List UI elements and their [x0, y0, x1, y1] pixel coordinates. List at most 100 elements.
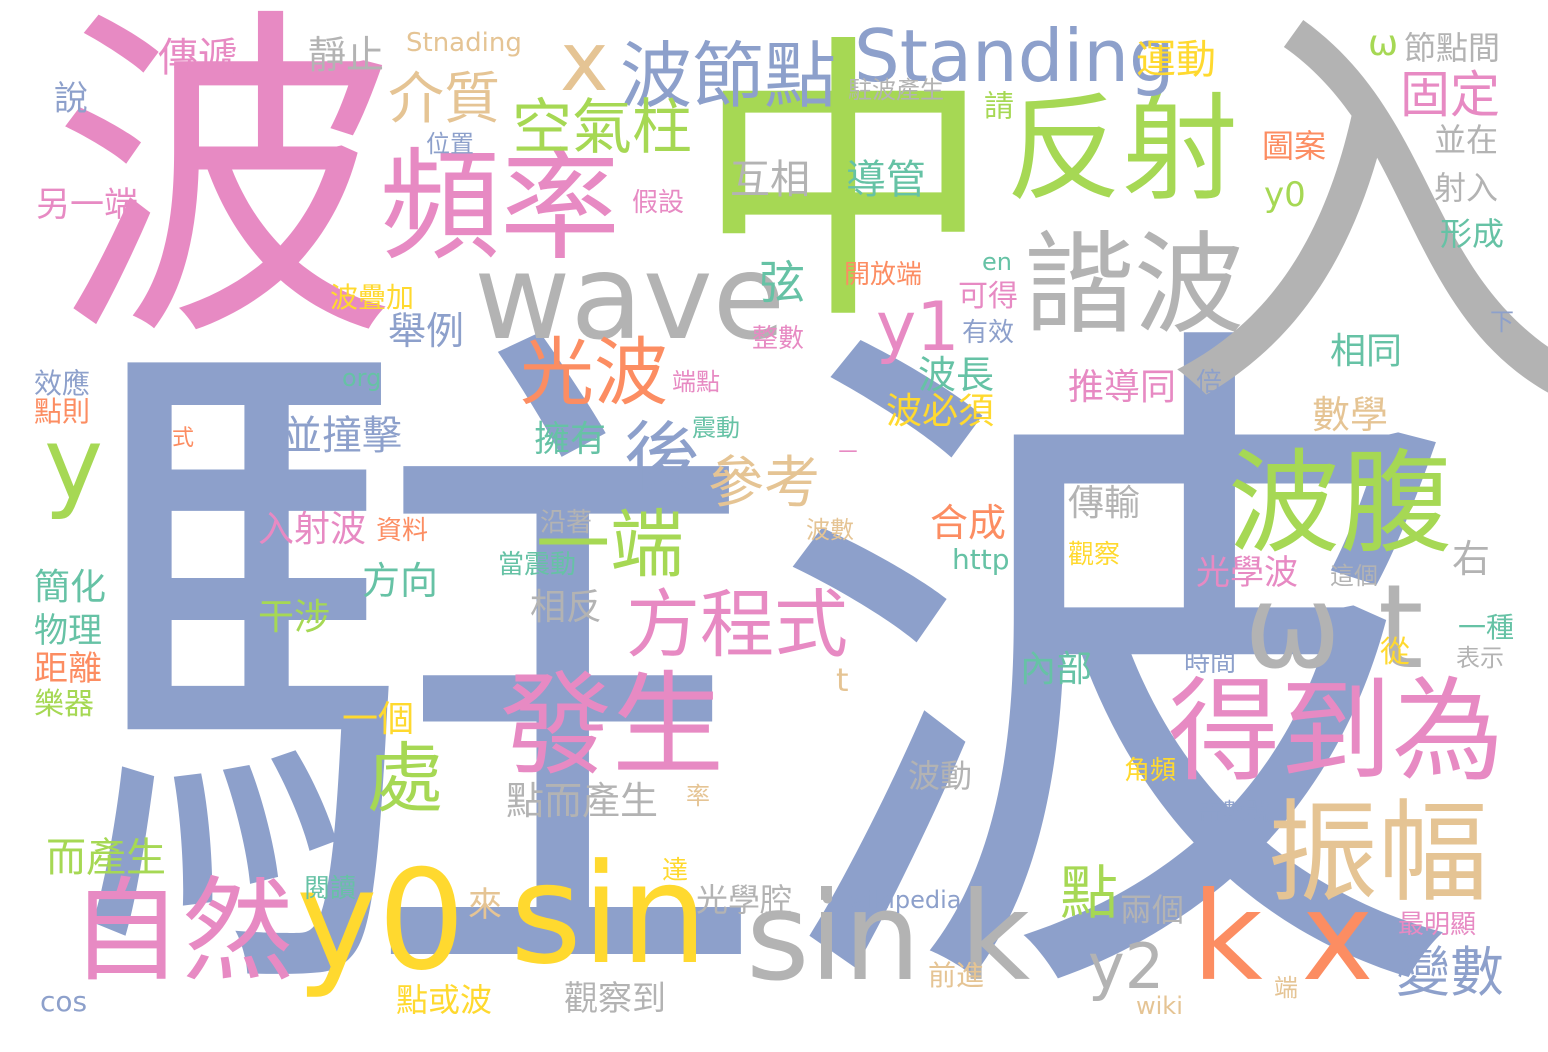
word-jiezhi: 介質	[388, 67, 500, 132]
word-zhenfu: 振幅	[1268, 789, 1488, 917]
word-guangxueqiang: 光學腔	[696, 881, 793, 919]
word-jiedianjian: 節點間	[1404, 29, 1501, 67]
word-wave: wave	[474, 228, 786, 366]
word-liangge: 兩個	[1120, 891, 1185, 929]
word-lingyiduan: 另一端	[36, 185, 138, 225]
word-bochang: 波長	[918, 353, 995, 397]
word-x: x	[560, 15, 609, 110]
word-bo: 波	[52, 0, 397, 383]
word-lv: 率	[686, 782, 710, 810]
word-sin-k: sin k	[746, 866, 1031, 1008]
word-lai: 來	[468, 885, 502, 925]
word-dangzhendong: 當震動	[498, 550, 577, 580]
word-en: en	[982, 248, 1012, 276]
word-yueqi: 樂器	[34, 687, 94, 722]
word-jishuhao: 奇數號	[1198, 798, 1270, 826]
word-jianhua: 簡化	[34, 567, 107, 608]
word-zhengshu: 整數	[752, 324, 805, 354]
word-omega: ω	[1368, 23, 1399, 64]
word-guding: 固定	[1400, 66, 1500, 124]
word-zhubochansheng: 駐波產生	[848, 76, 944, 104]
word-fasheng: 發生	[500, 661, 724, 791]
word-bobixu: 波必須	[886, 391, 995, 432]
word-wuli: 物理	[34, 611, 102, 651]
word-sin-yellow: sin	[510, 834, 708, 995]
word-bingzai: 並在	[1434, 121, 1499, 159]
word-neibu: 內部	[1020, 649, 1093, 690]
word-daoguan: 導管	[846, 157, 926, 203]
word-t-small: t	[836, 661, 849, 699]
word-jiaopin: 角頻	[1124, 756, 1177, 786]
word-shi: 式	[172, 426, 195, 451]
word-bingzhuangji: 並撞擊	[282, 413, 402, 459]
word-wiki: wiki	[1136, 992, 1183, 1020]
word-pinlv: 頻率	[380, 138, 620, 277]
word-fangxiang: 方向	[362, 559, 439, 603]
word-y1: y1	[876, 288, 960, 367]
word-tuidaotong: 推導同	[1068, 367, 1177, 408]
word-bofu: 波腹	[1228, 439, 1452, 569]
word-chuanshu: 傳輸	[1068, 483, 1141, 524]
word-dedaowei: 得到為	[1168, 667, 1504, 797]
word-boshu: 波數	[806, 516, 854, 544]
word-http: http	[952, 543, 1010, 576]
word-y0-small: y0	[1264, 175, 1306, 215]
word-duandian: 端點	[672, 368, 720, 396]
word-zuimingxian: 最明顯	[1398, 910, 1477, 940]
word-guangbo: 光波	[520, 330, 668, 416]
word-yongyou: 擁有	[534, 419, 607, 460]
word-chuandi: 傳遞	[158, 35, 238, 81]
word-you: 右	[1452, 537, 1491, 581]
word-org: org	[342, 364, 382, 392]
word-chu: 處	[354, 738, 443, 814]
word-xia: 下	[1490, 308, 1514, 336]
word-yuedu: 閱讀	[304, 874, 357, 904]
word-erchansheng: 而產生	[46, 835, 166, 881]
word-fanshe: 反射	[1006, 82, 1238, 217]
word-ziran: 自然	[70, 867, 294, 997]
word-yundong: 運動	[1136, 37, 1216, 83]
word-weizhi: 位置	[426, 130, 474, 158]
word-youxiao: 有效	[962, 318, 1015, 348]
word-xiebo: 諧波	[1024, 221, 1244, 349]
word-da: 達	[662, 856, 689, 886]
word-xiangfan: 相反	[530, 587, 603, 628]
word-shuxue: 數學	[1312, 393, 1389, 437]
word-tuan: 圖案	[1262, 127, 1327, 165]
word-yizhong: 一種	[1458, 611, 1515, 644]
word-dianze: 點則	[34, 395, 91, 428]
word-cankao: 參考	[708, 451, 820, 516]
word-duan: 端	[1274, 974, 1298, 1002]
word-dianerchansheng: 點而產生	[506, 779, 659, 823]
word-zhendong: 震動	[692, 414, 740, 442]
word-guangxuebo: 光學波	[1196, 553, 1298, 593]
word-juli: 舉例	[388, 309, 465, 353]
word-guanchadao: 觀察到	[564, 979, 666, 1019]
word-bei: 倍	[1196, 368, 1223, 398]
word-jingzhi: 靜止	[308, 33, 385, 77]
word-huxiang: 互相	[730, 157, 810, 203]
word-shuo: 說	[54, 79, 88, 119]
word-jiashe: 假設	[632, 188, 685, 218]
word-shijian: 時間	[1184, 648, 1237, 678]
word-kede: 可得	[958, 279, 1018, 314]
word-ganshe: 干涉	[258, 597, 331, 638]
word-hou: 後	[624, 413, 700, 502]
word-dianhuobo: 點或波	[396, 981, 493, 1019]
word-qianjin: 前進	[928, 959, 985, 992]
separator-dot: •	[818, 881, 837, 919]
word-xian: 弦	[752, 258, 806, 304]
word-xiaoying: 效應	[34, 367, 91, 400]
word-juli-distance: 距離	[34, 649, 102, 689]
word-y0-large: y0	[296, 840, 466, 1001]
word-guancha: 觀察	[1068, 540, 1121, 570]
word-sheru: 射入	[1434, 169, 1499, 207]
word-xiangtong: 相同	[1330, 331, 1403, 372]
word-dian: 點	[1060, 859, 1119, 927]
word-zhege: 這個	[1330, 562, 1378, 590]
word-bodiejia: 波疊加	[330, 281, 415, 314]
word-kongqizhu: 空氣柱	[512, 93, 692, 163]
word-yige: 一個	[342, 699, 415, 740]
word-y: y	[44, 405, 104, 522]
